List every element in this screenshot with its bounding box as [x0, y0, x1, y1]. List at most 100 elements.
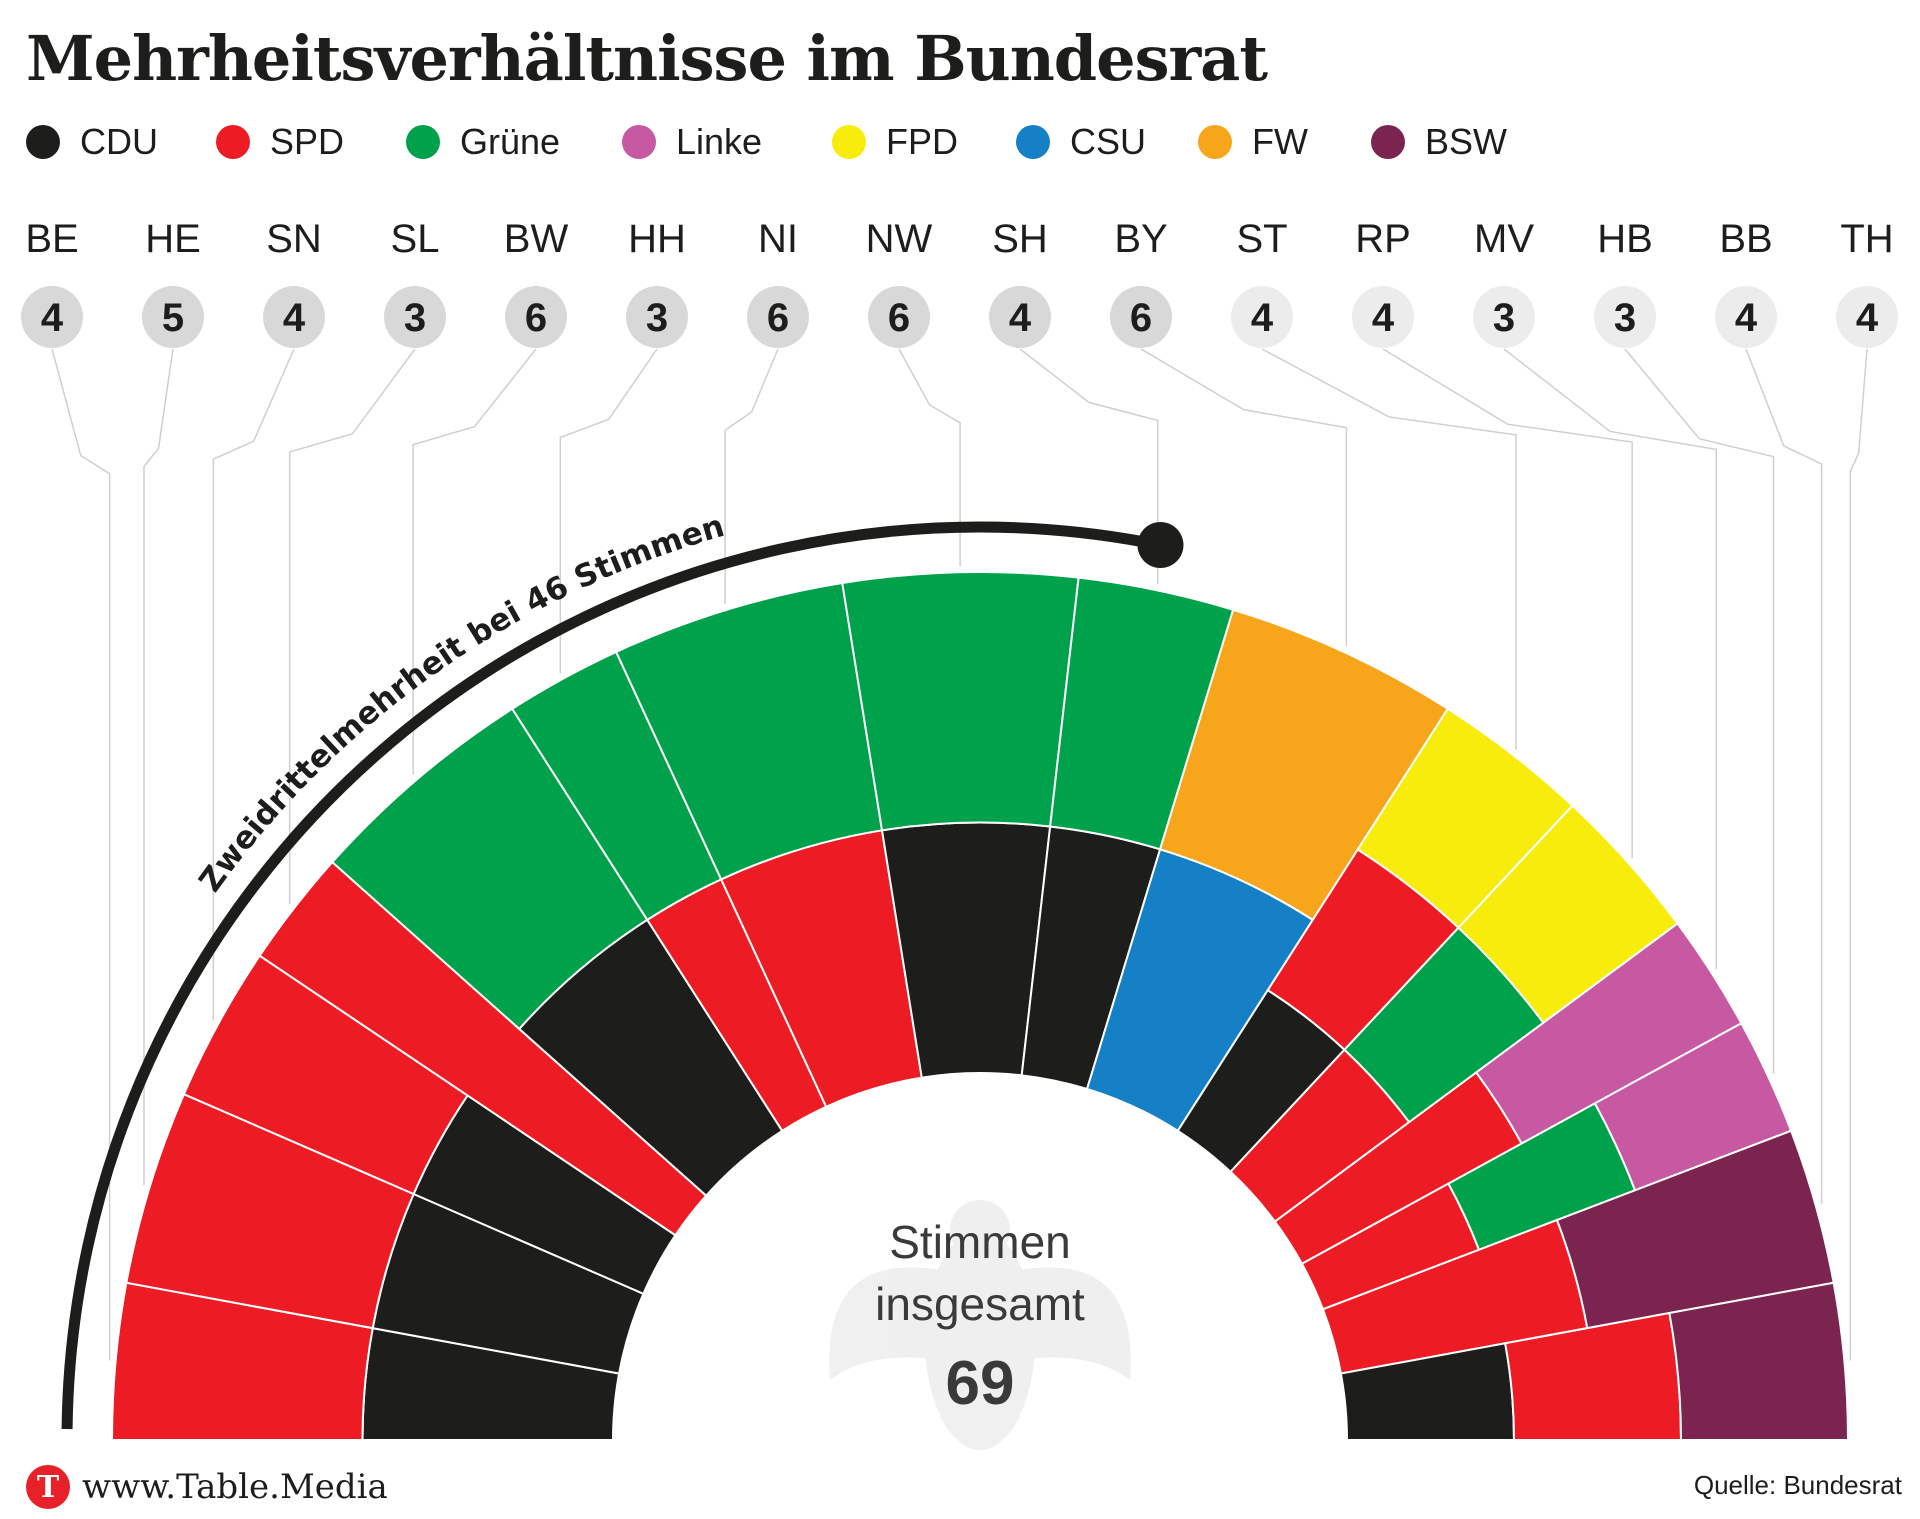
state-code-be: BE [25, 217, 78, 261]
state-votes-st: 4 [1251, 296, 1274, 340]
votes-circle [384, 286, 446, 348]
legend-item: CSU [1016, 118, 1146, 166]
state-votes-sh: 4 [1009, 296, 1032, 340]
center-label-line: Stimmen [889, 1216, 1070, 1268]
site-url: www.Table.Media [82, 1467, 388, 1507]
center-label-line: insgesamt [875, 1278, 1085, 1330]
eagle-head-shape [950, 1200, 1010, 1260]
state-code-sn: SN [266, 217, 322, 261]
votes-circle [505, 286, 567, 348]
legend-label: CDU [80, 121, 158, 162]
leader-line [898, 348, 961, 567]
votes-circle [1352, 286, 1414, 348]
state-code-by: BY [1114, 217, 1167, 261]
legend: CDU SPD Grüne Linke FPD CSU FW BSW [26, 118, 1906, 166]
eagle-body-shape [925, 1230, 1035, 1450]
legend-swatch [406, 125, 440, 159]
source-note: Quelle: Bundesrat [1693, 1470, 1902, 1500]
leader-line [51, 348, 111, 1361]
state-votes-hb: 3 [1614, 296, 1636, 340]
leader-line [212, 348, 295, 1021]
state-votes-he: 5 [162, 296, 184, 340]
votes-circle [1473, 286, 1535, 348]
votes-circle [868, 286, 930, 348]
leader-line [412, 348, 537, 775]
legend-swatch [622, 125, 656, 159]
state-code-th: TH [1840, 217, 1893, 261]
state-votes-bb: 4 [1735, 296, 1758, 340]
legend-item: Grüne [406, 118, 560, 166]
legend-swatch [1198, 125, 1232, 159]
state-votes-hh: 3 [646, 296, 668, 340]
eagle-wing-left-shape [829, 1267, 940, 1380]
votes-circle [1594, 286, 1656, 348]
votes-circle [1715, 286, 1777, 348]
chart-title: Mehrheitsverhältnisse im Bundesrat [26, 22, 1268, 95]
leader-line [143, 348, 174, 1186]
votes-circle [626, 286, 688, 348]
state-votes-th: 4 [1856, 296, 1879, 340]
state-code-nw: NW [866, 217, 933, 261]
legend-swatch [216, 125, 250, 159]
leader-line [1745, 348, 1823, 1205]
state-votes-rp: 4 [1372, 296, 1395, 340]
state-code-rp: RP [1355, 217, 1411, 261]
legend-swatch [26, 125, 60, 159]
legend-item: SPD [216, 118, 344, 166]
state-code-st: ST [1236, 217, 1287, 261]
legend-label: BSW [1425, 121, 1508, 162]
votes-circle [1110, 286, 1172, 348]
votes-circle [21, 286, 83, 348]
legend-swatch [1016, 125, 1050, 159]
votes-circle [747, 286, 809, 348]
legend-item: FPD [832, 118, 958, 166]
state-segment-nw [841, 571, 1080, 832]
state-votes-be: 4 [41, 296, 64, 340]
legend-label: Linke [676, 121, 763, 162]
leader-line [288, 348, 416, 905]
leader-line [1503, 348, 1717, 970]
legend-swatch [832, 125, 866, 159]
leader-line [724, 348, 779, 604]
footer-brand: T www.Table.Media [26, 1464, 388, 1510]
state-votes-by: 6 [1130, 296, 1152, 340]
votes-circle [1836, 286, 1898, 348]
legend-label: CSU [1070, 121, 1147, 162]
state-votes-bw: 6 [525, 296, 547, 340]
eagle-wing-right-shape [1020, 1267, 1131, 1380]
leader-line [559, 348, 658, 674]
leader-line [1261, 348, 1517, 750]
state-code-sh: SH [992, 217, 1048, 261]
state-segment-th [1668, 1281, 1850, 1441]
majority-arc-end [1137, 522, 1184, 569]
state-code-he: HE [145, 217, 201, 261]
legend-label: SPD [270, 121, 345, 162]
legend-label: FW [1252, 121, 1308, 162]
state-code-sl: SL [391, 217, 440, 261]
majority-arc [61, 521, 1162, 1430]
votes-circle [989, 286, 1051, 348]
legend-swatch [1371, 125, 1405, 159]
votes-circle [142, 286, 204, 348]
state-code-hb: HB [1597, 217, 1653, 261]
state-code-bw: BW [504, 217, 569, 261]
state-votes-mv: 3 [1493, 296, 1515, 340]
state-code-mv: MV [1474, 217, 1534, 261]
state-votes-sn: 4 [283, 296, 306, 340]
leader-line [1382, 348, 1633, 859]
votes-circle [263, 286, 325, 348]
table-media-logo: T [26, 1465, 70, 1509]
state-votes-nw: 6 [888, 296, 910, 340]
legend-item: FW [1198, 118, 1308, 166]
votes-circle [1231, 286, 1293, 348]
state-votes-sl: 3 [404, 296, 426, 340]
eagle-watermark [829, 1200, 1131, 1450]
leader-line [1140, 348, 1348, 647]
legend-item: CDU [26, 118, 158, 166]
state-code-hh: HH [628, 217, 686, 261]
leader-line [1019, 348, 1159, 585]
total-votes: 69 [946, 1349, 1015, 1418]
leader-line [1624, 348, 1775, 1074]
legend-label: Grüne [460, 121, 561, 162]
state-code-ni: NI [758, 217, 798, 261]
